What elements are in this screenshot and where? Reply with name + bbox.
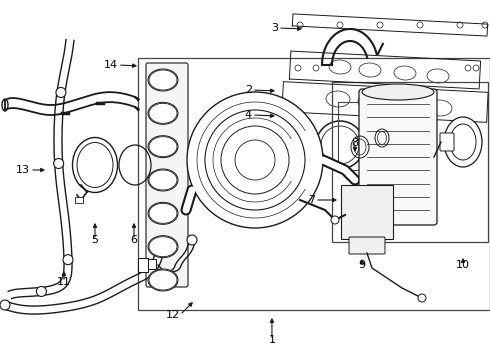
Bar — [148, 259, 156, 269]
Ellipse shape — [148, 236, 178, 258]
Circle shape — [187, 235, 197, 245]
Bar — [138, 258, 148, 272]
Text: 2: 2 — [245, 85, 252, 95]
Ellipse shape — [148, 102, 178, 124]
Circle shape — [0, 300, 10, 310]
Ellipse shape — [2, 99, 8, 111]
FancyBboxPatch shape — [349, 237, 385, 254]
Circle shape — [331, 216, 339, 224]
Ellipse shape — [148, 269, 178, 291]
Text: 9: 9 — [359, 260, 366, 270]
Ellipse shape — [148, 202, 178, 224]
Ellipse shape — [73, 138, 118, 193]
Circle shape — [63, 255, 73, 265]
FancyBboxPatch shape — [359, 89, 437, 225]
Text: 14: 14 — [104, 60, 118, 70]
Text: 1: 1 — [269, 335, 275, 345]
Circle shape — [187, 92, 323, 228]
Circle shape — [205, 110, 305, 210]
Bar — [75, 197, 83, 203]
Text: 11: 11 — [57, 277, 71, 287]
Text: 4: 4 — [245, 110, 252, 120]
Text: 7: 7 — [308, 195, 315, 205]
Circle shape — [56, 87, 66, 98]
Text: 5: 5 — [92, 235, 98, 245]
Ellipse shape — [148, 169, 178, 191]
Ellipse shape — [148, 136, 178, 158]
Text: 8: 8 — [351, 138, 359, 148]
Bar — [138, 58, 490, 310]
Text: 3: 3 — [271, 23, 278, 33]
Text: 13: 13 — [16, 165, 30, 175]
Circle shape — [54, 158, 64, 168]
Bar — [338, 102, 400, 170]
Text: 10: 10 — [456, 260, 470, 270]
Circle shape — [36, 287, 47, 297]
FancyBboxPatch shape — [146, 63, 188, 287]
Ellipse shape — [362, 84, 434, 100]
FancyBboxPatch shape — [341, 185, 393, 239]
Ellipse shape — [444, 117, 482, 167]
Text: 6: 6 — [130, 235, 138, 245]
Circle shape — [418, 294, 426, 302]
Bar — [332, 82, 488, 242]
FancyBboxPatch shape — [440, 133, 454, 151]
Text: 12: 12 — [166, 310, 180, 320]
Ellipse shape — [148, 69, 178, 91]
Ellipse shape — [77, 143, 113, 188]
